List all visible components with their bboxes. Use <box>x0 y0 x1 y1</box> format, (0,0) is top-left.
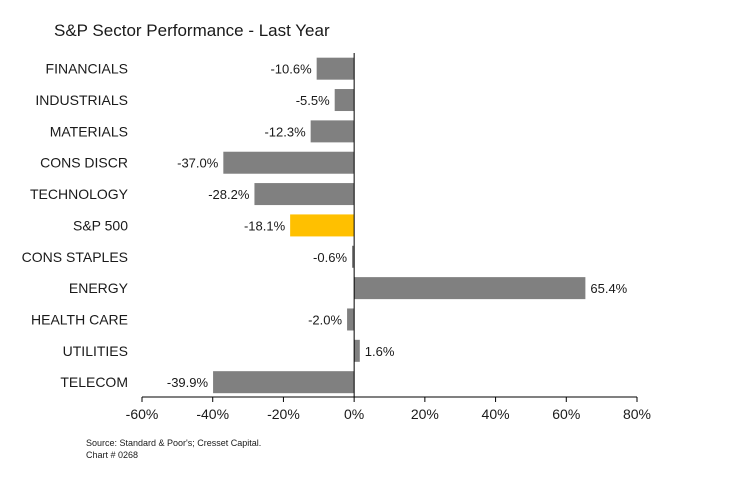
value-label-technology: -28.2% <box>208 187 250 202</box>
bar-technology <box>254 183 355 206</box>
bars-group <box>213 57 586 394</box>
x-tick-label: -40% <box>196 406 229 422</box>
bar-industrials <box>334 89 355 112</box>
category-label-telecom: TELECOM <box>60 374 128 390</box>
category-label-health-care: HEALTH CARE <box>31 311 128 327</box>
x-tick-label: -60% <box>126 406 159 422</box>
x-tick-label: 20% <box>411 406 439 422</box>
x-axis: -60% -40% -20% 0% 20% 40% 60% 80% <box>126 53 651 422</box>
bar-health-care <box>347 308 355 331</box>
chart-title: S&P Sector Performance - Last Year <box>54 21 330 40</box>
x-tick-label: 40% <box>482 406 510 422</box>
value-labels-group: -10.6% -5.5% -12.3% -37.0% -28.2% -18.1% -0.6%… <box>167 62 628 390</box>
category-label-cons-staples: CONS STAPLES <box>22 249 128 265</box>
bar-cons-discr <box>223 151 355 174</box>
category-label-technology: TECHNOLOGY <box>30 186 129 202</box>
bar-energy <box>354 277 586 300</box>
value-label-cons-staples: -0.6% <box>313 250 347 265</box>
value-label-cons-discr: -37.0% <box>177 156 219 171</box>
category-label-energy: ENERGY <box>69 280 129 296</box>
value-label-financials: -10.6% <box>270 62 312 77</box>
category-labels-group: FINANCIALS INDUSTRIALS MATERIALS CONS DISCR… <box>22 61 129 390</box>
bar-sandp-500 <box>290 214 355 237</box>
category-label-sandp-500: S&P 500 <box>73 217 128 233</box>
value-label-health-care: -2.0% <box>308 312 342 327</box>
bar-telecom <box>213 371 355 394</box>
source-note: Source: Standard & Poor's; Cresset Capit… <box>86 438 261 448</box>
bar-cons-staples <box>352 245 355 268</box>
category-label-materials: MATERIALS <box>50 123 128 139</box>
category-label-industrials: INDUSTRIALS <box>35 92 128 108</box>
bar-materials <box>310 120 355 143</box>
bar-financials <box>316 57 355 80</box>
value-label-energy: 65.4% <box>590 281 627 296</box>
x-tick-label: 80% <box>623 406 651 422</box>
x-tick-label: 0% <box>344 406 364 422</box>
value-label-telecom: -39.9% <box>167 375 209 390</box>
category-label-utilities: UTILITIES <box>63 343 128 359</box>
chart-id-note: Chart # 0268 <box>86 450 138 460</box>
category-label-financials: FINANCIALS <box>46 61 128 77</box>
category-label-cons-discr: CONS DISCR <box>40 155 128 171</box>
value-label-utilities: 1.6% <box>365 344 395 359</box>
x-tick-label: 60% <box>552 406 580 422</box>
value-label-industrials: -5.5% <box>296 93 330 108</box>
x-tick-label: -20% <box>267 406 300 422</box>
value-label-sandp-500: -18.1% <box>244 218 286 233</box>
value-label-materials: -12.3% <box>264 124 306 139</box>
bar-utilities <box>354 339 360 362</box>
